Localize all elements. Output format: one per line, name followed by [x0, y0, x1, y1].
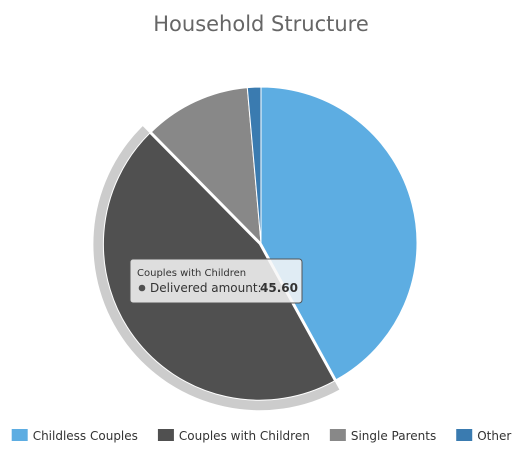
- legend-swatch-single-parents: [329, 429, 346, 441]
- legend-swatch-childless-couples: [11, 429, 28, 441]
- slice-childless-couples[interactable]: [260, 86, 418, 381]
- tooltip-bullet-icon: [138, 284, 146, 292]
- slice-other[interactable]: [246, 86, 262, 244]
- legend-label-single-parents: Single Parents: [351, 429, 436, 443]
- chart-title: Household Structure: [153, 12, 369, 36]
- legend-item-single-parents[interactable]: Single Parents: [329, 429, 436, 443]
- legend-item-other[interactable]: Other: [456, 429, 511, 443]
- legend-swatch-couples-with-children: [157, 429, 174, 441]
- tooltip-title: Couples with Children: [137, 268, 246, 279]
- pie-slices: [102, 86, 418, 401]
- legend-swatch-other: [456, 429, 473, 441]
- legend-label-other: Other: [477, 429, 511, 443]
- legend-item-childless-couples[interactable]: Childless Couples: [11, 429, 138, 443]
- legend: Childless Couples Couples with Children Si…: [11, 429, 511, 443]
- legend-label-childless-couples: Childless Couples: [33, 429, 138, 443]
- legend-label-couples-with-children: Couples with Children: [179, 429, 310, 443]
- tooltip: Couples with Children Delivered amount: …: [129, 258, 303, 304]
- legend-item-couples-with-children[interactable]: Couples with Children: [157, 429, 310, 443]
- slice-single-parents[interactable]: [150, 87, 262, 245]
- tooltip-series-label: Delivered amount:: [150, 281, 262, 295]
- tooltip-value: 45.60: [260, 281, 298, 295]
- tooltip-box: [129, 258, 303, 304]
